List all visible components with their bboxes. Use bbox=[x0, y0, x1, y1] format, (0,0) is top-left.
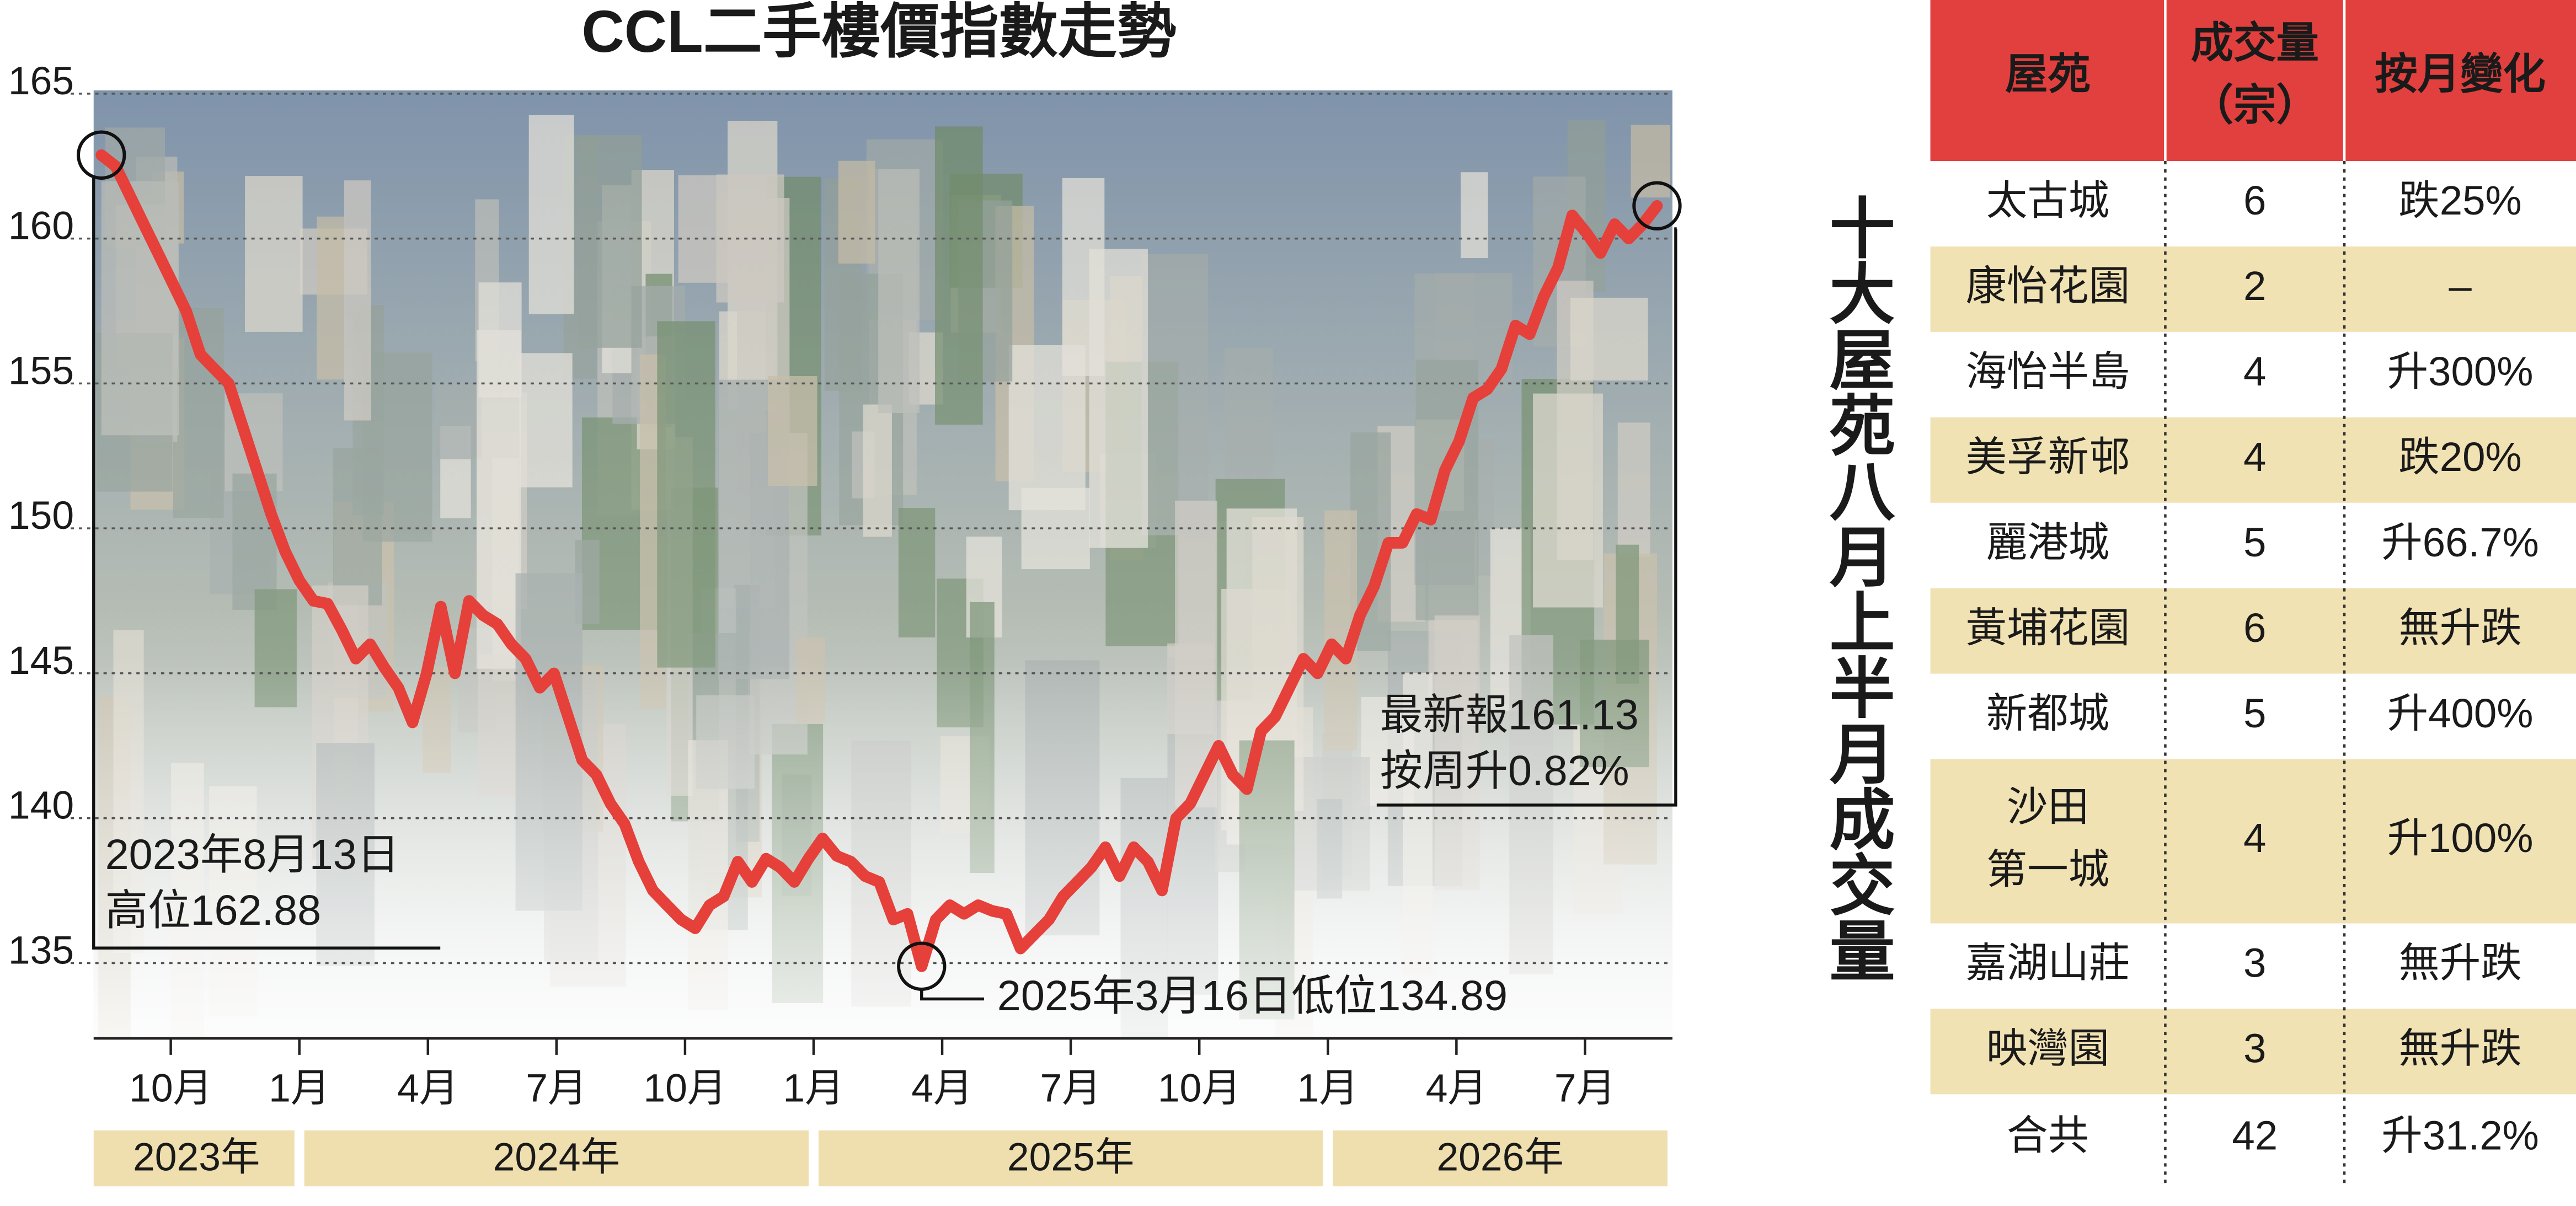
year-label: 2026年 bbox=[1436, 1135, 1563, 1179]
highlight-circle bbox=[77, 130, 126, 180]
table-cell: 麗港城 bbox=[1986, 519, 2109, 565]
annotation-leader bbox=[1376, 227, 1677, 807]
y-tick-label: 155 bbox=[8, 349, 74, 393]
annotation-leader bbox=[920, 989, 984, 1001]
x-tick-label: 10月 bbox=[1158, 1066, 1241, 1110]
table-row-bg bbox=[1930, 588, 2576, 674]
table-cell: 第一城 bbox=[1986, 846, 2109, 892]
table-cell: 3 bbox=[2243, 940, 2266, 986]
table-cell: 升100% bbox=[2387, 815, 2534, 861]
table-cell: 沙田 bbox=[2007, 784, 2089, 830]
table-cell: 新都城 bbox=[1986, 690, 2109, 736]
table-cell: 無升跌 bbox=[2398, 940, 2521, 986]
table-cell: 無升跌 bbox=[2398, 605, 2521, 651]
table-cell: – bbox=[2449, 263, 2472, 309]
y-tick-label: 160 bbox=[8, 204, 74, 248]
table-header-bg bbox=[1930, 0, 2576, 161]
table-row-bg bbox=[1930, 759, 2576, 924]
x-tick-label: 10月 bbox=[643, 1066, 726, 1110]
table-cell: 升400% bbox=[2387, 690, 2534, 736]
table-header-cell: （宗） bbox=[2191, 82, 2319, 129]
x-tick-label: 1月 bbox=[783, 1066, 844, 1110]
annotation-text: 按周升0.82% bbox=[1380, 747, 1629, 795]
x-tick-label: 7月 bbox=[526, 1066, 587, 1110]
annotation-text: 2023年8月13日 bbox=[105, 831, 400, 878]
table-row-bg bbox=[1930, 246, 2576, 332]
table-cell: 6 bbox=[2243, 178, 2266, 223]
table-cell: 太古城 bbox=[1986, 178, 2109, 223]
x-tick-label: 10月 bbox=[129, 1066, 212, 1110]
year-band bbox=[818, 1130, 1323, 1187]
chart-title: CCL二手樓價指數走勢 bbox=[581, 0, 1176, 65]
y-tick-label: 145 bbox=[8, 639, 74, 683]
table-header-cell: 成交量 bbox=[2191, 19, 2319, 67]
table-cell: 6 bbox=[2243, 605, 2266, 651]
x-tick-label: 7月 bbox=[1554, 1066, 1616, 1110]
table-cell: 5 bbox=[2243, 519, 2266, 565]
table-header-cell: 屋苑 bbox=[2005, 50, 2091, 98]
table-cell: 3 bbox=[2243, 1026, 2266, 1071]
table-row-bg bbox=[1930, 1009, 2576, 1095]
table-cell: 海怡半島 bbox=[1966, 349, 2130, 394]
annotation-text: 高位162.88 bbox=[105, 887, 322, 934]
table-cell: 4 bbox=[2243, 349, 2266, 394]
x-tick-label: 4月 bbox=[1426, 1066, 1487, 1110]
x-tick-label: 7月 bbox=[1040, 1066, 1102, 1110]
table-cell: 跌20% bbox=[2398, 434, 2521, 480]
table-cell: 4 bbox=[2243, 434, 2266, 480]
table-cell: 美孚新邨 bbox=[1966, 434, 2130, 480]
table-cell: 黃埔花園 bbox=[1966, 605, 2130, 651]
side-title: 十大屋苑八月上半月成交量 bbox=[1820, 194, 1895, 983]
table-cell: 嘉湖山莊 bbox=[1966, 940, 2130, 986]
year-label: 2024年 bbox=[493, 1135, 620, 1179]
table-header-cell: 按月變化 bbox=[2375, 50, 2546, 98]
table-cell: 4 bbox=[2243, 815, 2266, 861]
table-cell: 合共 bbox=[2007, 1112, 2089, 1158]
x-tick-label: 4月 bbox=[397, 1066, 458, 1110]
year-band bbox=[1333, 1130, 1668, 1187]
table-cell: 升31.2% bbox=[2381, 1112, 2539, 1158]
table-row-bg bbox=[1930, 417, 2576, 503]
annotation-text: 最新報161.13 bbox=[1380, 692, 1639, 739]
table-cell: 升66.7% bbox=[2381, 519, 2539, 565]
year-label: 2023年 bbox=[133, 1135, 260, 1179]
table-cell: 42 bbox=[2232, 1112, 2278, 1158]
table-cell: 映灣園 bbox=[1986, 1026, 2109, 1071]
x-tick-label: 4月 bbox=[911, 1066, 972, 1110]
year-band bbox=[304, 1130, 809, 1187]
table-cell: 無升跌 bbox=[2398, 1026, 2521, 1071]
y-tick-label: 150 bbox=[8, 494, 74, 538]
x-tick-label: 1月 bbox=[1297, 1066, 1359, 1110]
table-cell: 康怡花園 bbox=[1966, 263, 2130, 309]
x-tick-label: 1月 bbox=[269, 1066, 330, 1110]
table-cell: 5 bbox=[2243, 690, 2266, 736]
index-line bbox=[95, 149, 1663, 972]
y-tick-label: 135 bbox=[8, 928, 74, 972]
annotation-text: 2025年3月16日低位134.89 bbox=[997, 972, 1508, 1020]
highlight-circle bbox=[1632, 181, 1682, 231]
table-cell: 升300% bbox=[2387, 349, 2534, 394]
year-band bbox=[93, 1130, 295, 1187]
year-label: 2025年 bbox=[1007, 1135, 1134, 1179]
y-tick-label: 165 bbox=[8, 59, 74, 103]
y-tick-label: 140 bbox=[8, 784, 74, 828]
annotation-leader bbox=[92, 178, 441, 950]
table-cell: 跌25% bbox=[2398, 178, 2521, 223]
table-cell: 2 bbox=[2243, 263, 2266, 309]
